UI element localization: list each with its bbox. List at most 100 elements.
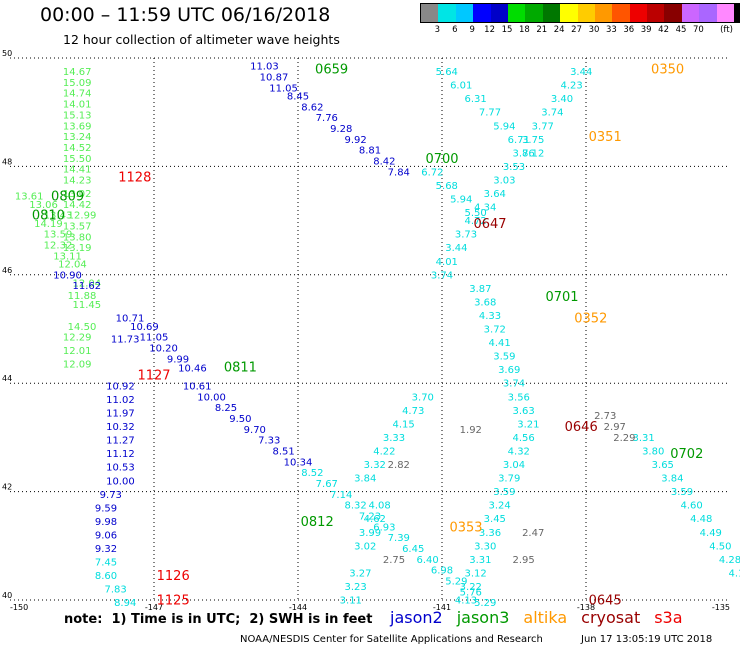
x-tick-label: -141 xyxy=(433,603,451,612)
footer-credit: NOAA/NESDIS Center for Satellite Applica… xyxy=(240,634,543,645)
swh-scale-label: 36 xyxy=(623,25,635,35)
pass-time-label: 0646 xyxy=(565,420,598,435)
swh-scale-label: 39 xyxy=(640,25,652,35)
swh-swatch xyxy=(577,4,595,22)
x-tick-label: -150 xyxy=(10,603,28,612)
wave-height-value: 8.32 xyxy=(344,501,366,512)
wave-height-value: 3.68 xyxy=(474,297,496,308)
swh-swatch xyxy=(490,4,508,22)
wave-height-value: 13.43 xyxy=(44,211,73,222)
wave-height-value: 9.73 xyxy=(100,490,122,501)
swh-swatch xyxy=(507,4,526,22)
wave-height-value: 3.72 xyxy=(484,325,506,336)
wave-height-value: 14.41 xyxy=(63,165,92,176)
plot-grid xyxy=(10,57,730,601)
wave-height-value: 10.61 xyxy=(183,381,212,392)
wave-height-value: 12.04 xyxy=(58,259,87,270)
wave-height-value: 11.02 xyxy=(106,395,135,406)
wave-height-value: 3.53 xyxy=(503,162,525,173)
wave-height-value: 2.47 xyxy=(522,528,544,539)
chart-title: 00:00 – 11:59 UTC 06/16/2018 xyxy=(40,4,331,26)
wave-height-value: 3.31 xyxy=(469,555,491,566)
wave-height-value: 3.80 xyxy=(642,446,664,457)
wave-height-value: 4.33 xyxy=(479,311,501,322)
swh-swatch xyxy=(560,4,578,22)
wave-height-value: 3.59 xyxy=(671,487,693,498)
swh-scale-label: 70 xyxy=(692,25,704,35)
swh-swatch xyxy=(542,4,561,22)
wave-height-value: 12.29 xyxy=(63,333,92,344)
pass-time-label: 0700 xyxy=(425,152,458,167)
wave-height-value: 3.40 xyxy=(551,94,573,105)
y-tick-label: 40 xyxy=(2,591,12,600)
wave-height-value: 7.76 xyxy=(316,113,338,124)
wave-height-value: 8.42 xyxy=(373,156,395,167)
wave-height-value: 15.50 xyxy=(63,154,92,165)
wave-height-value: 8.52 xyxy=(301,468,323,479)
wave-height-value: 10.90 xyxy=(53,270,82,281)
chart-subtitle: 12 hour collection of altimeter wave hei… xyxy=(63,32,340,47)
wave-height-value: 15.09 xyxy=(63,78,92,89)
wave-height-value: 11.45 xyxy=(72,300,101,311)
wave-height-value: 3.73 xyxy=(455,230,477,241)
wave-height-value: 6.01 xyxy=(450,81,472,92)
wave-height-value: 6.72 xyxy=(421,167,443,178)
wave-height-value: 12.32 xyxy=(44,240,73,251)
wave-height-value: 3.22 xyxy=(460,582,482,593)
wave-height-value: 11.05 xyxy=(269,83,298,94)
wave-height-value: 3.44 xyxy=(445,243,467,254)
pass-time-label: 0659 xyxy=(315,62,348,77)
wave-height-value: 3.11 xyxy=(340,596,362,607)
pass-time-label: 0353 xyxy=(449,520,482,535)
wave-height-value: 13.02 xyxy=(63,189,92,200)
wave-height-value: 11.12 xyxy=(106,449,135,460)
wave-height-value: 3.44 xyxy=(570,67,592,78)
wave-height-value: 4.08 xyxy=(368,501,390,512)
wave-height-value: 10.34 xyxy=(284,457,313,468)
wave-height-value: 3.45 xyxy=(484,514,506,525)
y-tick-label: 42 xyxy=(2,483,12,492)
wave-height-value: 11.73 xyxy=(111,334,140,345)
wave-height-value: 3.86 xyxy=(512,148,534,159)
pass-time-label: 0352 xyxy=(574,312,607,327)
wave-height-value: 14.50 xyxy=(68,322,97,333)
wave-height-value: 14.42 xyxy=(63,200,92,211)
wave-height-values: 14.6715.0914.7414.0115.1313.6913.2414.52… xyxy=(15,62,740,610)
pass-time-label: 1127 xyxy=(137,369,170,384)
pass-time-label: 0645 xyxy=(589,594,622,609)
wave-height-value: 4.48 xyxy=(690,514,712,525)
pass-time-label: 1126 xyxy=(157,569,190,584)
swh-scale-labels: 3 6 9 12 15 18 21 24 27 30 33 36 39 42 45 70 (ft) xyxy=(420,23,740,37)
wave-height-value: 3.84 xyxy=(661,474,683,485)
wave-height-value: 10.53 xyxy=(106,463,135,474)
wave-height-value: 3.33 xyxy=(383,433,405,444)
wave-height-value: 4.23 xyxy=(560,81,582,92)
x-tick-label: -147 xyxy=(145,603,163,612)
swh-scale-label: (ft) xyxy=(720,25,733,35)
wave-height-value: 9.92 xyxy=(344,135,366,146)
swh-color-swatches xyxy=(420,3,740,23)
wave-height-value: 9.70 xyxy=(244,425,266,436)
wave-height-value: 4.41 xyxy=(488,338,510,349)
wave-height-value: 10.87 xyxy=(260,72,289,83)
y-tick-label: 44 xyxy=(2,374,12,383)
wave-height-value: 4.62 xyxy=(364,514,386,525)
wave-height-value: 8.60 xyxy=(95,571,117,582)
wave-height-value: 2.97 xyxy=(604,422,626,433)
x-tick-label: -138 xyxy=(577,603,595,612)
wave-height-value: 7.12 xyxy=(522,148,544,159)
wave-height-value: 3.56 xyxy=(508,392,530,403)
pass-time-label: 0812 xyxy=(301,515,334,530)
swh-scale-label: 27 xyxy=(571,25,583,35)
wave-height-value: 9.98 xyxy=(95,517,117,528)
wave-height-value: 4.32 xyxy=(508,446,530,457)
wave-height-value: 3.99 xyxy=(359,528,381,539)
swh-scale-label: 18 xyxy=(518,25,530,35)
pass-time-label: 0811 xyxy=(224,360,257,375)
wave-height-value: 2.82 xyxy=(388,460,410,471)
wave-height-value: 9.99 xyxy=(167,354,189,365)
wave-height-value: 13.11 xyxy=(53,251,82,262)
wave-height-value: 4.73 xyxy=(402,406,424,417)
wave-height-value: 13.19 xyxy=(63,243,92,254)
wave-height-value: 10.20 xyxy=(149,343,178,354)
